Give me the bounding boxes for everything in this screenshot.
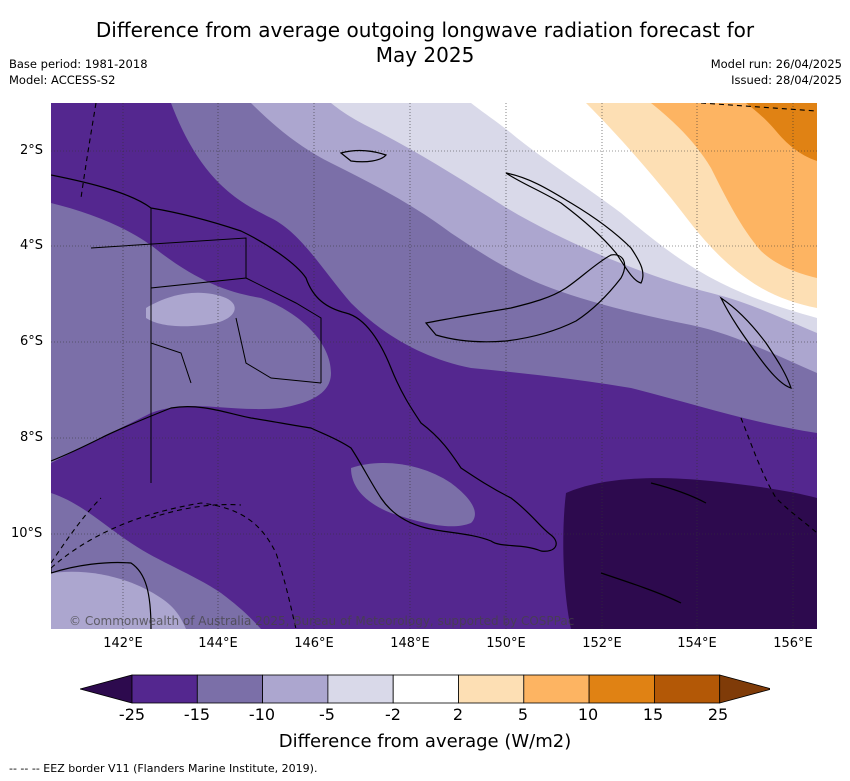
colorbar-tick: 15 [642, 705, 664, 724]
anomaly-region-southwest-corner [51, 571, 186, 629]
lon-label-154e: 154°E [677, 636, 717, 651]
colorbar-segment [392, 674, 459, 704]
lon-label-150e: 150°E [486, 636, 526, 651]
colorbar-segment [588, 674, 655, 704]
colorbar-segment [262, 674, 329, 704]
island-group-east [600, 482, 707, 604]
colorbar [80, 674, 770, 704]
copyright-notice: © Commonwealth of Australia 2025, Bureau… [69, 614, 575, 628]
new-ireland-coast [505, 172, 644, 284]
borders [90, 208, 322, 483]
anomaly-region-south-patch [351, 463, 475, 527]
bougainville-coast [719, 296, 792, 389]
colorbar-tick: -25 [118, 705, 146, 724]
model-run: Model run: 26/04/2025 [710, 57, 842, 71]
anomaly-region-extreme-negative [563, 478, 817, 629]
map-title: Difference from average outgoing longwav… [0, 18, 850, 68]
colorbar-tick: 10 [577, 705, 599, 724]
eez-legend-note: -- -- -- EEZ border V11 (Flanders Marine… [9, 762, 318, 775]
colorbar-tick: 25 [707, 705, 729, 724]
lon-label-144e: 144°E [198, 636, 238, 651]
lon-label-156e: 156°E [773, 636, 813, 651]
model-name: Model: ACCESS-S2 [9, 73, 116, 87]
new-guinea-coast [51, 174, 557, 552]
lon-label-152e: 152°E [582, 636, 622, 651]
colorbar-extend-high [719, 674, 770, 704]
map-canvas [51, 103, 817, 629]
eez-border [51, 103, 817, 629]
lon-label-148e: 148°E [390, 636, 430, 651]
colorbar-tick: 2 [452, 705, 464, 724]
colorbar-tick: -15 [183, 705, 211, 724]
lat-label-8s: 8°S [20, 430, 44, 445]
lat-label-2s: 2°S [20, 143, 44, 158]
title-line-2: May 2025 [375, 43, 475, 67]
new-britain-coast [424, 254, 626, 343]
meta-right: Model run: 26/04/2025 Issued: 28/04/2025 [711, 56, 842, 88]
colorbar-tick: 5 [517, 705, 529, 724]
colorbar-label: Difference from average (W/m2) [278, 731, 572, 752]
coastlines [51, 149, 792, 629]
lat-label-4s: 4°S [20, 238, 44, 253]
manus-coast [339, 149, 388, 163]
colorbar-segment [327, 674, 394, 704]
colorbar-segment [196, 674, 264, 704]
base-period: Base period: 1981-2018 [9, 57, 148, 71]
australia-coast [51, 561, 152, 629]
graticule [51, 103, 817, 629]
colorbar-tick: -2 [385, 705, 401, 724]
anomaly-region-moderate-positive [651, 103, 817, 278]
lon-label-142e: 142°E [103, 636, 143, 651]
colorbar-segment [654, 674, 721, 704]
anomaly-region-strong-positive [746, 103, 817, 161]
colorbar-segment [131, 674, 198, 704]
lat-label-6s: 6°S [20, 334, 44, 349]
colorbar-segment [458, 674, 525, 704]
title-line-1: Difference from average outgoing longwav… [95, 18, 755, 42]
colorbar-tick: -5 [319, 705, 335, 724]
colorbar-extend-low [80, 674, 133, 704]
issued-date: Issued: 28/04/2025 [731, 73, 842, 87]
lon-label-146e: 146°E [294, 636, 334, 651]
lat-label-10s: 10°S [11, 526, 43, 541]
colorbar-tick: -10 [248, 705, 276, 724]
anomaly-region-island-patch [146, 292, 235, 327]
colorbar-segment [523, 674, 590, 704]
meta-left: Base period: 1981-2018 Model: ACCESS-S2 [9, 56, 148, 88]
anomaly-region-west [51, 203, 331, 463]
